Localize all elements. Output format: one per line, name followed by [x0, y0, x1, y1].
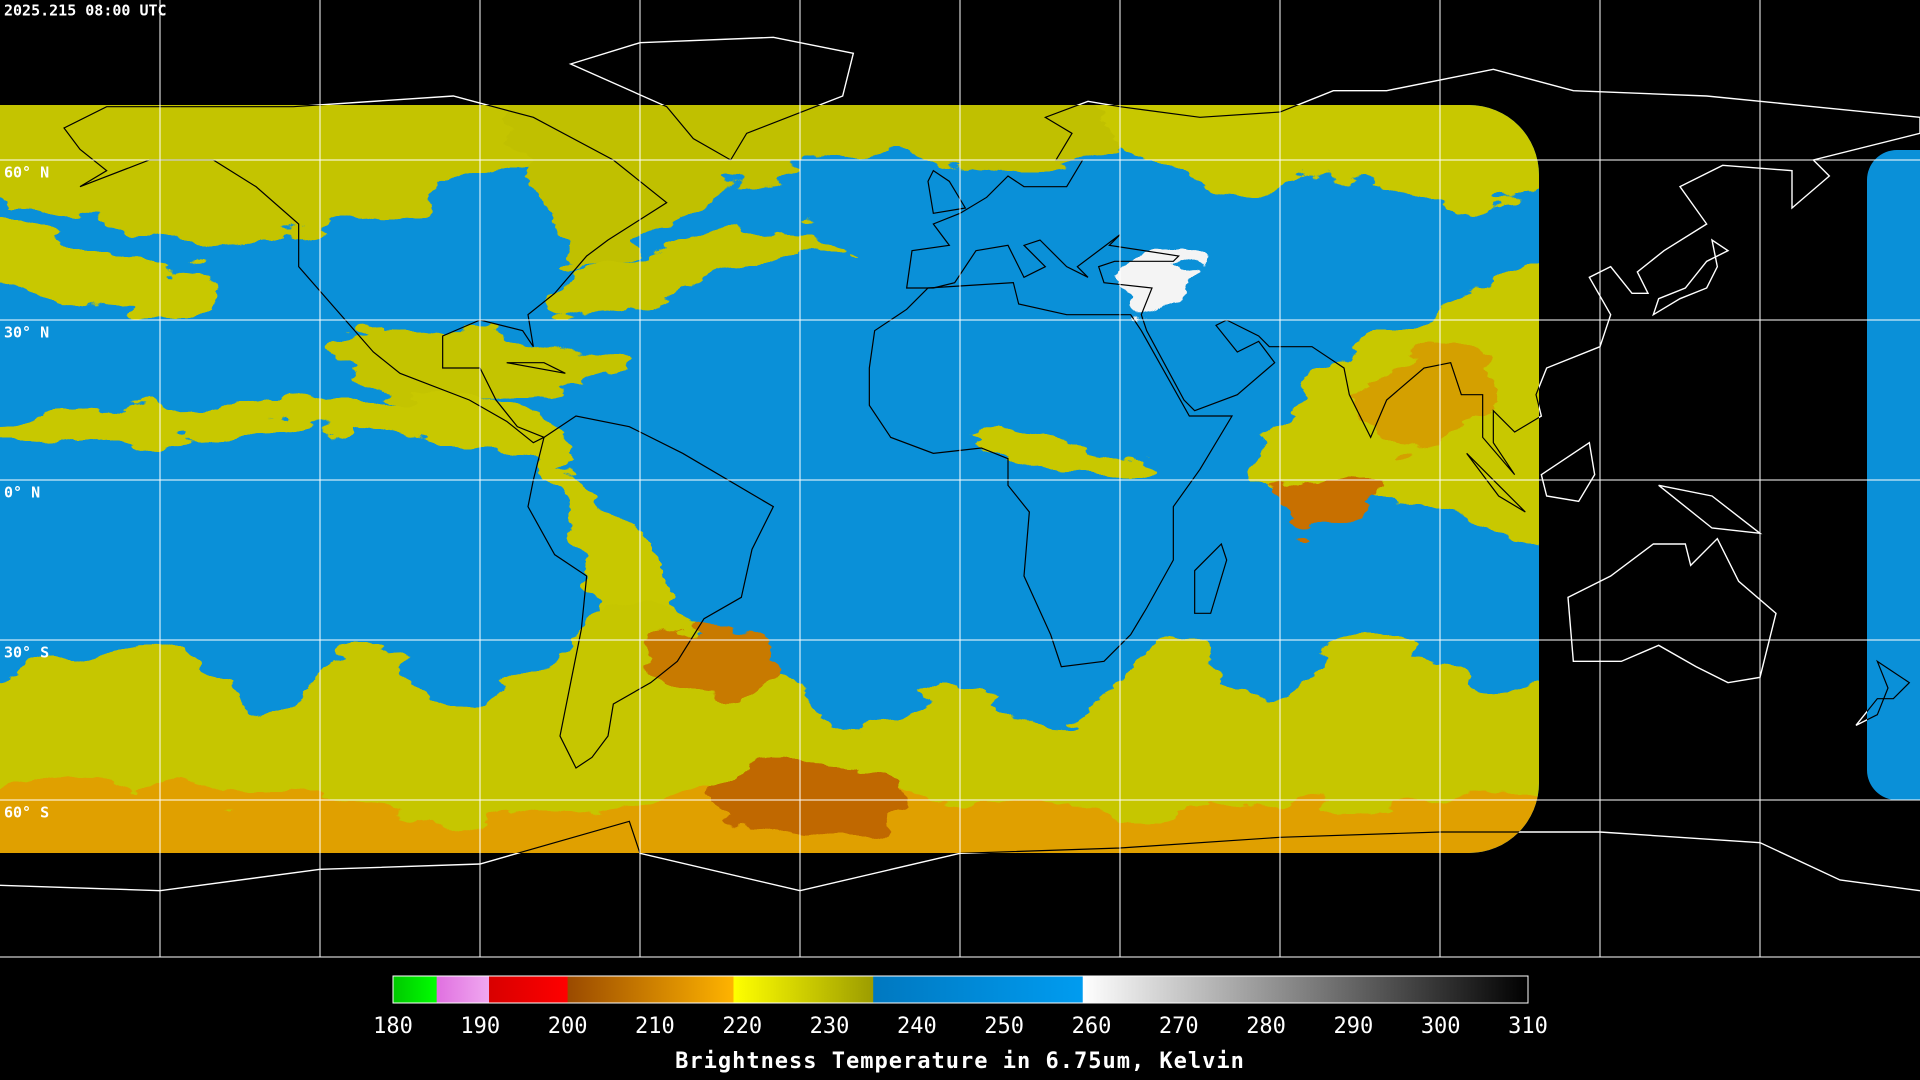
latitude-label: 30° N [4, 324, 49, 342]
colorbar-tick-label: 280 [1246, 1014, 1286, 1039]
latitude-label: 60° S [4, 804, 49, 822]
colorbar-segment [489, 976, 569, 1003]
feature [985, 425, 1150, 481]
colorbar-tick-label: 220 [722, 1014, 762, 1039]
latitude-label: 30° S [4, 644, 49, 662]
colorbar: 180 190 200 210 220 230 240 250 260 270 280 290 300 3… [373, 975, 1548, 1039]
feature [548, 233, 854, 322]
colorbar-title: Brightness Temperature in 6.75um, Kelvin [675, 1049, 1245, 1074]
coastline [63, 105, 668, 444]
colorbar-tick-label: 200 [548, 1014, 588, 1039]
coastline [1652, 238, 1730, 317]
dry-features [0, 105, 1681, 853]
feature [1358, 346, 1497, 454]
colorbar-tick-label: 240 [897, 1014, 937, 1039]
feature [0, 213, 215, 321]
latitude-label: 0° N [4, 484, 40, 502]
feature [503, 105, 1141, 267]
colorbar-segment [733, 976, 874, 1003]
colorbar-tick-label: 210 [635, 1014, 675, 1039]
colorbar-tick-label: 270 [1159, 1014, 1199, 1039]
colorbar-segment [436, 976, 490, 1003]
colorbar-tick-label: 260 [1072, 1014, 1112, 1039]
timestamp: 2025.215 08:00 UTC [4, 2, 167, 20]
colorbar-tick-label: 310 [1508, 1014, 1548, 1039]
colorbar-segment [567, 976, 734, 1003]
coastline [905, 105, 1920, 476]
colorbar-tick-label: 250 [984, 1014, 1024, 1039]
feature [1272, 478, 1391, 528]
coastline [1540, 441, 1596, 503]
feature [1116, 260, 1201, 316]
colorbar-segment [393, 976, 438, 1003]
coastline [1466, 452, 1526, 513]
colorbar-tick-label: 230 [810, 1014, 850, 1039]
feature [1096, 105, 1583, 204]
feature [0, 394, 562, 470]
coastline [506, 362, 566, 374]
colorbar-border [392, 975, 1529, 1004]
colorbar-segment [1082, 976, 1529, 1003]
colorbar-tick-label: 290 [1334, 1014, 1374, 1039]
colorbar-segment [873, 976, 1084, 1003]
coastline [868, 282, 1234, 668]
coastline [1567, 537, 1777, 684]
coastline [1194, 542, 1228, 614]
latitude-label: 60° N [4, 164, 49, 182]
latitude-labels: 60° N 30° N 0° N 30° S 60° S [4, 164, 49, 822]
colorbar-tick-label: 190 [460, 1014, 500, 1039]
colorbar-tick-label: 300 [1421, 1014, 1461, 1039]
feature [644, 627, 778, 695]
graticule [0, 0, 1920, 958]
coastline [568, 105, 855, 161]
colorbar-tick-label: 180 [373, 1014, 413, 1039]
